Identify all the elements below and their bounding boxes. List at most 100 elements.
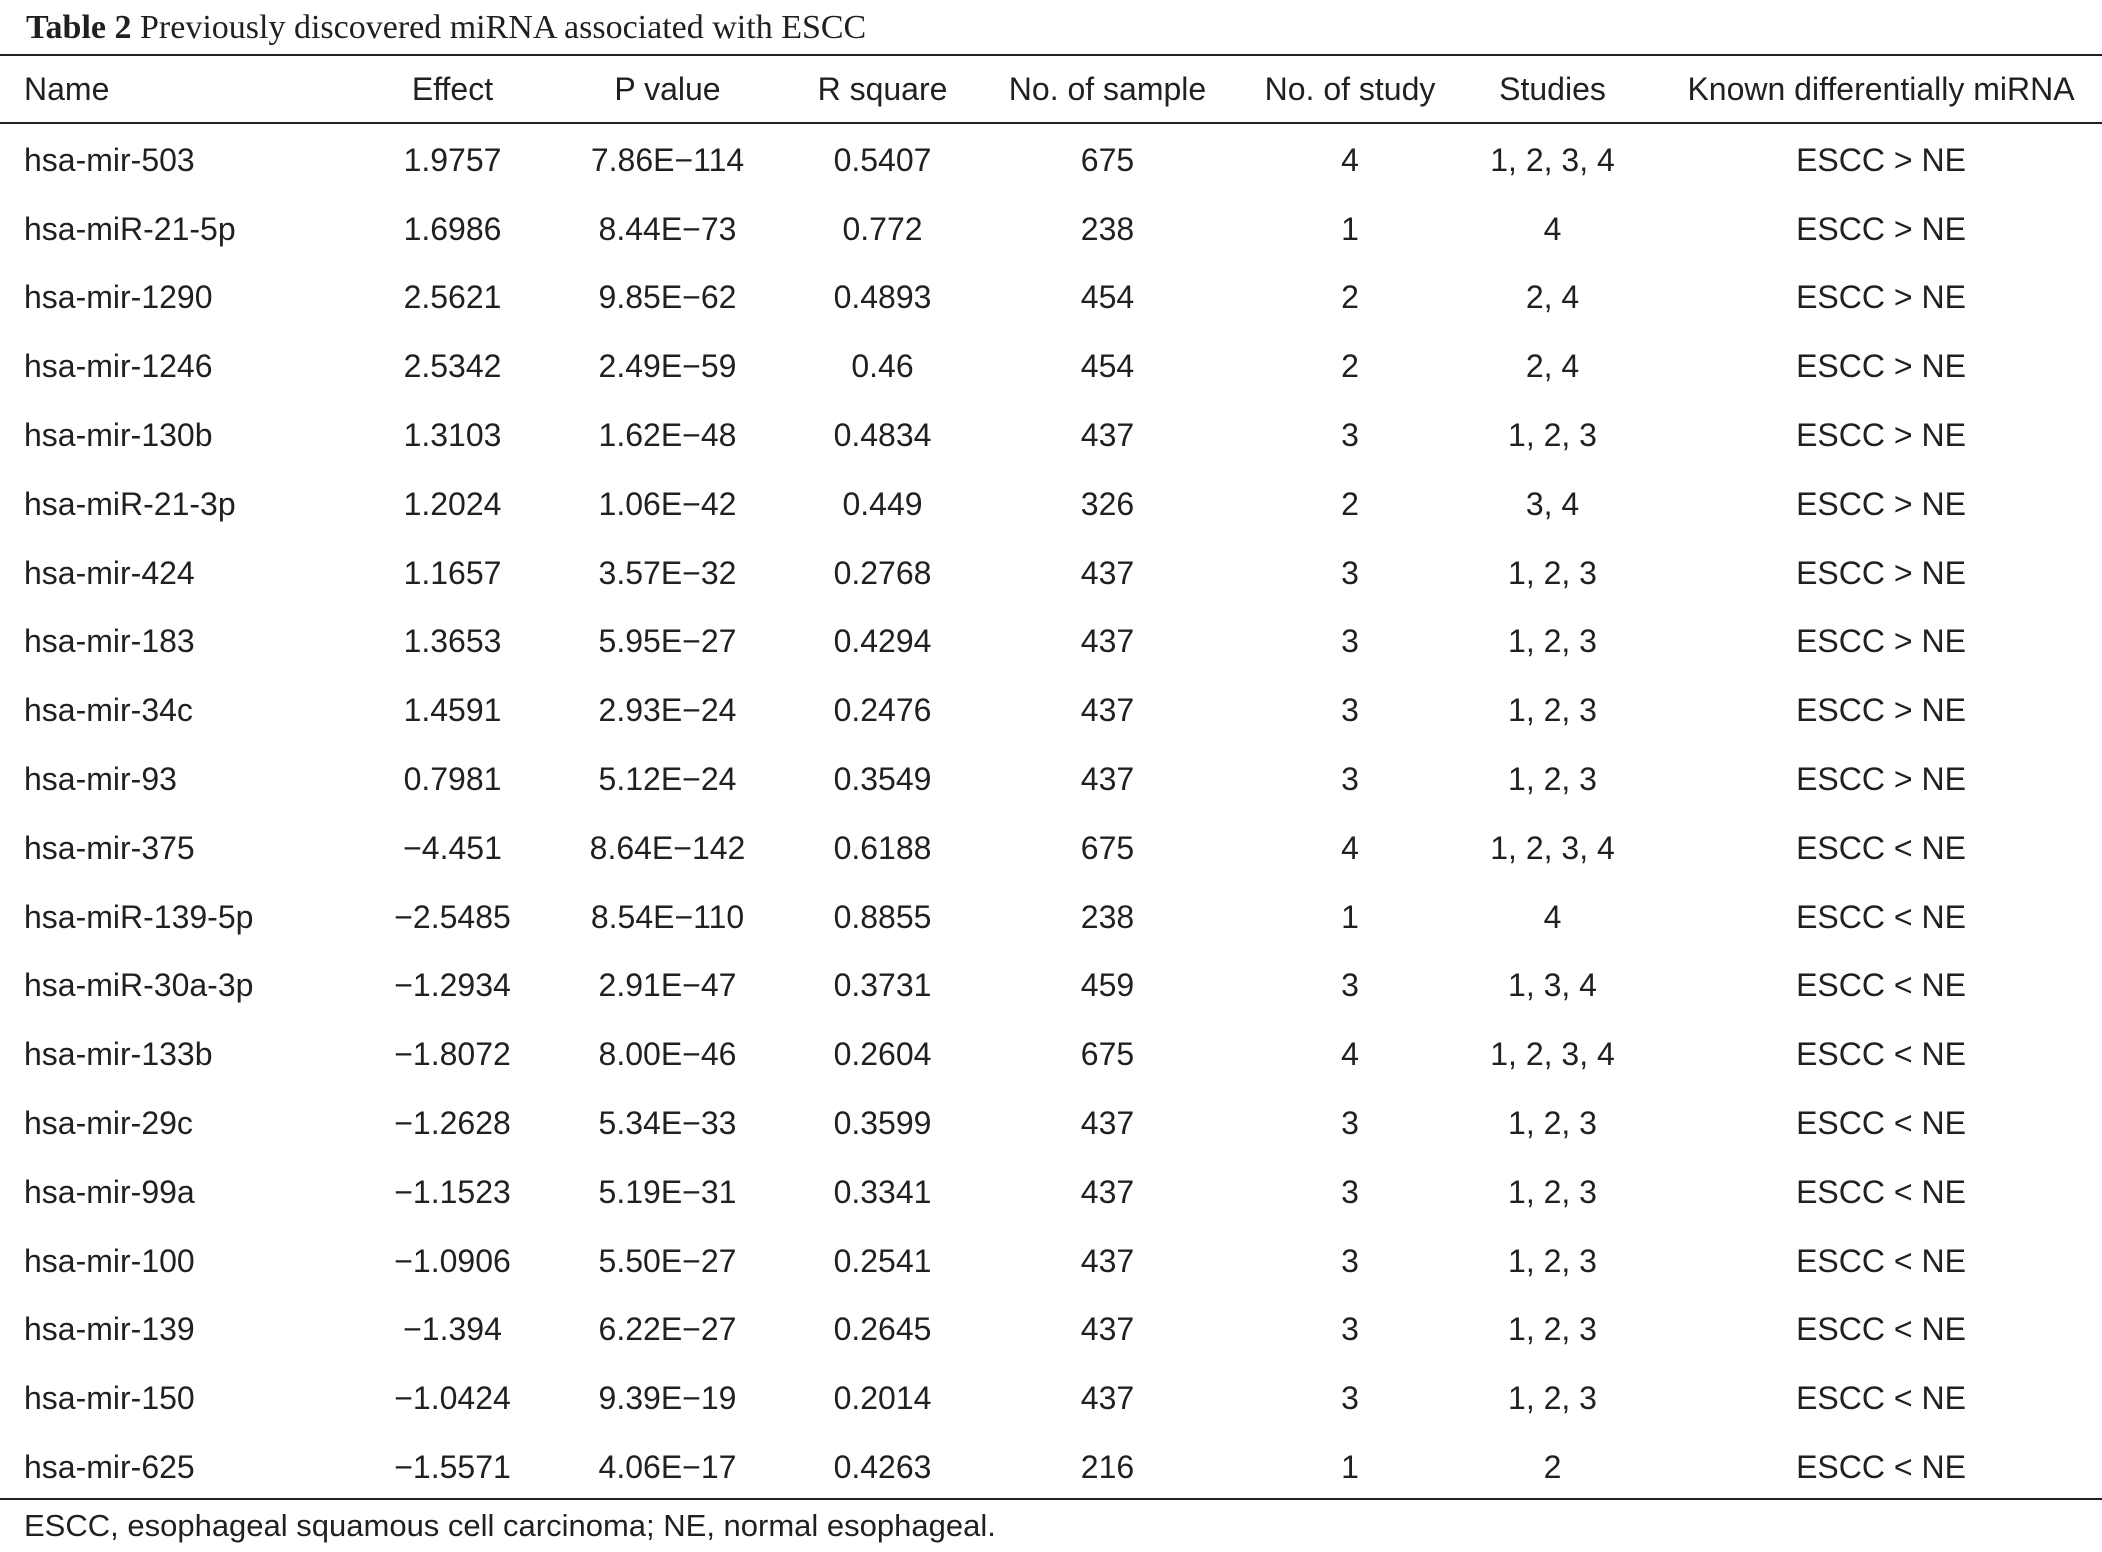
table-row: hsa-mir-625 −1.5571 4.06E−17 0.4263 216 1 2 ESC… <box>0 1433 2102 1502</box>
cell-studies: 1, 3, 4 <box>1508 967 1597 1004</box>
cell-r-square: 0.3341 <box>833 1173 932 1210</box>
cell-studies: 1, 2, 3 <box>1508 417 1597 454</box>
table-row: hsa-mir-34c 1.4591 2.93E−24 0.2476 437 3 1, 2,… <box>0 676 2102 745</box>
table-row: hsa-mir-29c −1.2628 5.34E−33 0.3599 437 3 1, 2… <box>0 1089 2102 1158</box>
table-row: hsa-mir-183 1.3653 5.95E−27 0.4294 437 3 1, 2,… <box>0 608 2102 677</box>
cell-no-of-study: 3 <box>1341 692 1359 729</box>
cell-name: hsa-miR-21-5p <box>24 210 236 247</box>
cell-known-differentially-mirna: ESCC > NE <box>1796 692 1966 729</box>
cell-r-square: 0.2541 <box>833 1242 932 1279</box>
cell-effect: −1.0424 <box>394 1380 511 1417</box>
cell-known-differentially-mirna: ESCC > NE <box>1796 210 1966 247</box>
table-row: hsa-mir-139 −1.394 6.22E−27 0.2645 437 3 1, 2,… <box>0 1296 2102 1365</box>
cell-p-value: 5.19E−31 <box>598 1173 737 1210</box>
cell-effect: 1.3653 <box>403 623 502 660</box>
column-header-no-of-study: No. of study <box>1264 70 1436 107</box>
cell-no-of-sample: 459 <box>1080 967 1135 1004</box>
cell-effect: −1.5571 <box>394 1449 511 1486</box>
cell-no-of-study: 3 <box>1341 1173 1359 1210</box>
cell-no-of-study: 1 <box>1341 210 1359 247</box>
cell-effect: −2.5485 <box>394 898 511 935</box>
cell-name: hsa-mir-150 <box>24 1380 195 1417</box>
table-body: hsa-mir-503 1.9757 7.86E−114 0.5407 675 4 1, 2… <box>0 122 2102 1502</box>
cell-known-differentially-mirna: ESCC > NE <box>1796 761 1966 798</box>
cell-known-differentially-mirna: ESCC > NE <box>1796 554 1966 591</box>
cell-effect: −1.8072 <box>394 1036 511 1073</box>
cell-no-of-sample: 437 <box>1080 1380 1135 1417</box>
cell-known-differentially-mirna: ESCC < NE <box>1796 829 1966 866</box>
table-row: hsa-miR-139-5p −2.5485 8.54E−110 0.8855 238 1… <box>0 883 2102 952</box>
cell-name: hsa-mir-503 <box>24 141 195 178</box>
cell-name: hsa-mir-1290 <box>24 279 213 316</box>
cell-p-value: 3.57E−32 <box>598 554 737 591</box>
cell-no-of-sample: 437 <box>1080 1242 1135 1279</box>
cell-r-square: 0.4294 <box>833 623 932 660</box>
cell-p-value: 7.86E−114 <box>590 141 745 178</box>
cell-known-differentially-mirna: ESCC > NE <box>1796 141 1966 178</box>
cell-known-differentially-mirna: ESCC < NE <box>1796 898 1966 935</box>
table-row: hsa-mir-93 0.7981 5.12E−24 0.3549 437 3 1, 2, … <box>0 745 2102 814</box>
cell-studies: 1, 2, 3 <box>1508 554 1597 591</box>
cell-no-of-study: 3 <box>1341 1311 1359 1348</box>
cell-p-value: 5.12E−24 <box>598 761 737 798</box>
cell-name: hsa-miR-21-3p <box>24 485 236 522</box>
cell-p-value: 5.50E−27 <box>598 1242 737 1279</box>
cell-effect: 1.1657 <box>403 554 502 591</box>
cell-r-square: 0.2604 <box>833 1036 932 1073</box>
cell-r-square: 0.2768 <box>833 554 932 591</box>
cell-no-of-sample: 326 <box>1080 485 1135 522</box>
column-header-p-value: P value <box>614 70 721 107</box>
table-caption-label: Table 2 <box>26 9 132 46</box>
cell-effect: 1.2024 <box>403 485 502 522</box>
cell-p-value: 4.06E−17 <box>598 1449 737 1486</box>
cell-p-value: 1.62E−48 <box>598 417 737 454</box>
cell-effect: 1.3103 <box>403 417 502 454</box>
cell-name: hsa-mir-625 <box>24 1449 195 1486</box>
cell-no-of-sample: 675 <box>1080 829 1135 866</box>
cell-known-differentially-mirna: ESCC > NE <box>1796 485 1966 522</box>
cell-r-square: 0.46 <box>851 348 914 385</box>
cell-studies: 1, 2, 3 <box>1508 1173 1597 1210</box>
cell-studies: 1, 2, 3, 4 <box>1490 1036 1615 1073</box>
cell-known-differentially-mirna: ESCC > NE <box>1796 279 1966 316</box>
cell-p-value: 5.95E−27 <box>598 623 737 660</box>
cell-name: hsa-mir-375 <box>24 829 195 866</box>
cell-no-of-study: 1 <box>1341 898 1359 935</box>
cell-name: hsa-mir-29c <box>24 1105 193 1142</box>
cell-no-of-sample: 437 <box>1080 417 1135 454</box>
cell-known-differentially-mirna: ESCC < NE <box>1796 1311 1966 1348</box>
column-header-name: Name <box>24 70 110 107</box>
cell-no-of-study: 2 <box>1341 485 1359 522</box>
cell-name: hsa-mir-139 <box>24 1311 195 1348</box>
cell-effect: −1.2934 <box>394 967 511 1004</box>
cell-no-of-sample: 437 <box>1080 1105 1135 1142</box>
cell-no-of-study: 2 <box>1341 348 1359 385</box>
cell-name: hsa-mir-99a <box>24 1173 195 1210</box>
cell-known-differentially-mirna: ESCC < NE <box>1796 1036 1966 1073</box>
cell-no-of-study: 2 <box>1341 279 1359 316</box>
cell-name: hsa-mir-1246 <box>24 348 213 385</box>
cell-r-square: 0.3549 <box>833 761 932 798</box>
header-rule <box>0 122 2102 124</box>
cell-no-of-study: 1 <box>1341 1449 1359 1486</box>
table-caption: Table 2 Previously discovered miRNA asso… <box>26 8 866 48</box>
column-header-effect: Effect <box>411 70 494 107</box>
cell-no-of-sample: 437 <box>1080 1173 1135 1210</box>
cell-no-of-study: 4 <box>1341 829 1359 866</box>
cell-name: hsa-mir-100 <box>24 1242 195 1279</box>
cell-known-differentially-mirna: ESCC > NE <box>1796 417 1966 454</box>
cell-studies: 1, 2, 3 <box>1508 1242 1597 1279</box>
table-row: hsa-miR-21-3p 1.2024 1.06E−42 0.449 326 2 3, 4… <box>0 470 2102 539</box>
table-row: hsa-mir-1246 2.5342 2.49E−59 0.46 454 2 2, 4 ES… <box>0 332 2102 401</box>
table-row: hsa-mir-503 1.9757 7.86E−114 0.5407 675 4 1, 2… <box>0 122 2102 195</box>
cell-r-square: 0.4263 <box>833 1449 932 1486</box>
cell-p-value: 9.85E−62 <box>598 279 737 316</box>
cell-name: hsa-mir-183 <box>24 623 195 660</box>
cell-effect: −1.0906 <box>394 1242 511 1279</box>
cell-effect: 2.5342 <box>403 348 502 385</box>
cell-r-square: 0.2014 <box>833 1380 932 1417</box>
cell-studies: 1, 2, 3 <box>1508 692 1597 729</box>
cell-p-value: 8.64E−142 <box>589 829 746 866</box>
cell-no-of-study: 4 <box>1341 1036 1359 1073</box>
cell-p-value: 8.54E−110 <box>590 898 745 935</box>
